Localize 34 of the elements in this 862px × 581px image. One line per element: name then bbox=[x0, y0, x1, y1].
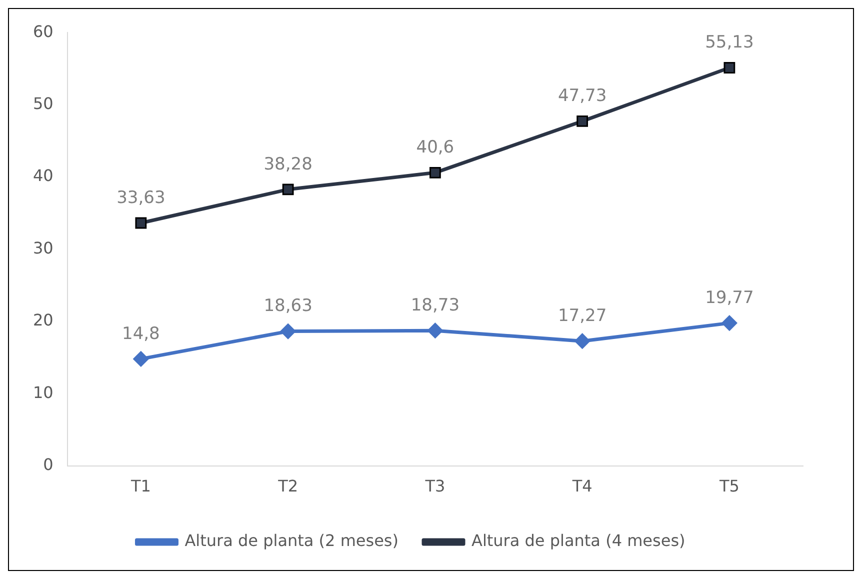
data-label: 38,28 bbox=[264, 154, 312, 174]
data-label: 18,73 bbox=[410, 295, 460, 316]
point bbox=[135, 217, 147, 229]
y-tick-label: 40 bbox=[33, 166, 54, 186]
point bbox=[282, 184, 294, 196]
y-tick-label: 30 bbox=[33, 238, 54, 258]
data-label: 18,63 bbox=[264, 296, 312, 316]
x-tick-label: T1 bbox=[130, 476, 151, 496]
point bbox=[429, 166, 441, 178]
data-label: 40,6 bbox=[416, 138, 454, 158]
y-tick-label: 20 bbox=[33, 310, 54, 330]
data-label: 19,77 bbox=[705, 288, 754, 308]
data-label: 14,8 bbox=[122, 324, 160, 344]
point bbox=[427, 322, 443, 338]
y-tick-label: 0 bbox=[43, 454, 54, 474]
y-tick-label: 60 bbox=[33, 22, 54, 41]
x-tick-label: T2 bbox=[277, 476, 298, 496]
point bbox=[133, 351, 149, 367]
y-tick-label: 10 bbox=[33, 382, 54, 402]
legend-label: Altura de planta (4 meses) bbox=[472, 531, 686, 550]
y-tick-label: 50 bbox=[33, 94, 54, 113]
legend-label: Altura de planta (2 meses) bbox=[184, 531, 398, 550]
x-tick-label: T5 bbox=[718, 476, 740, 496]
point bbox=[576, 115, 588, 127]
point bbox=[722, 315, 738, 331]
x-tick-label: T4 bbox=[571, 476, 592, 496]
data-label: 47,73 bbox=[558, 86, 607, 106]
point bbox=[280, 324, 296, 340]
data-label: 55,13 bbox=[705, 32, 754, 53]
point bbox=[724, 62, 736, 74]
data-label: 33,63 bbox=[116, 188, 166, 208]
point bbox=[574, 333, 590, 349]
x-tick-label: T3 bbox=[424, 476, 446, 496]
data-label: 17,27 bbox=[558, 306, 607, 326]
